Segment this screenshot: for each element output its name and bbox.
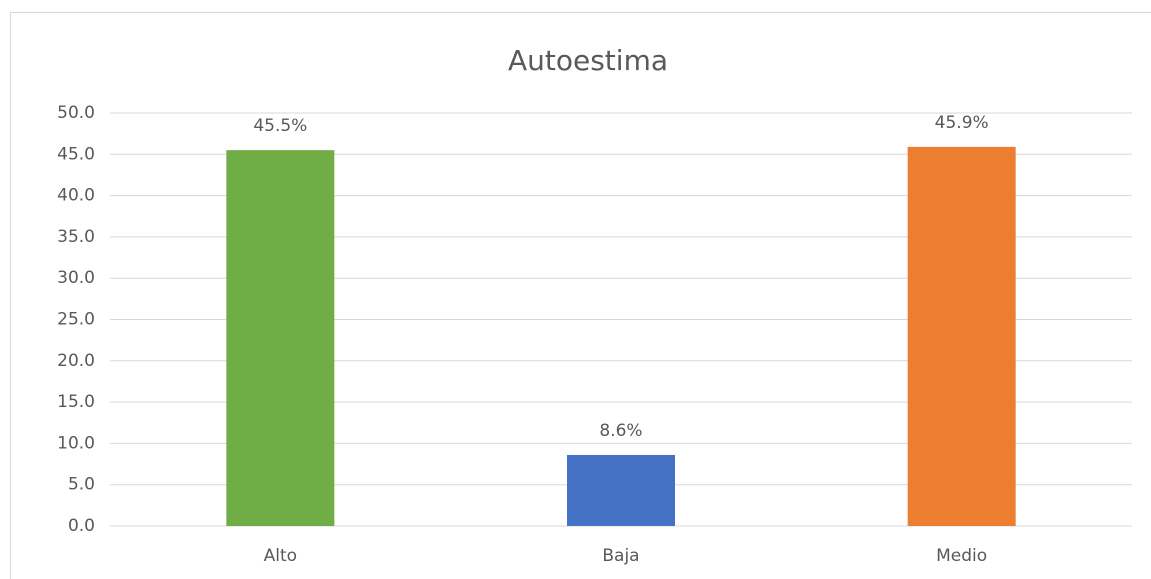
bar [226, 150, 335, 527]
x-tick-label: Baja [602, 546, 639, 566]
y-tick-label: 40.0 [57, 186, 95, 206]
y-tick-label: 30.0 [57, 268, 95, 288]
y-tick-label: 35.0 [57, 227, 95, 247]
y-tick-label: 5.0 [68, 475, 95, 495]
x-tick-label: Alto [264, 546, 297, 566]
x-tick-label: Medio [936, 546, 987, 566]
y-tick-label: 0.0 [68, 516, 95, 536]
y-tick-label: 45.0 [57, 144, 95, 164]
bar [907, 146, 1016, 526]
y-tick-label: 20.0 [57, 351, 95, 371]
y-tick-label: 15.0 [57, 392, 95, 412]
value-label: 45.9% [935, 113, 989, 133]
y-tick-label: 25.0 [57, 310, 95, 330]
value-label: 45.5% [253, 116, 307, 136]
y-tick-label: 50.0 [57, 103, 95, 123]
chart-title: Autoestima [508, 44, 668, 77]
y-tick-label: 10.0 [57, 433, 95, 453]
value-label: 8.6% [599, 421, 642, 441]
bar [567, 454, 675, 526]
